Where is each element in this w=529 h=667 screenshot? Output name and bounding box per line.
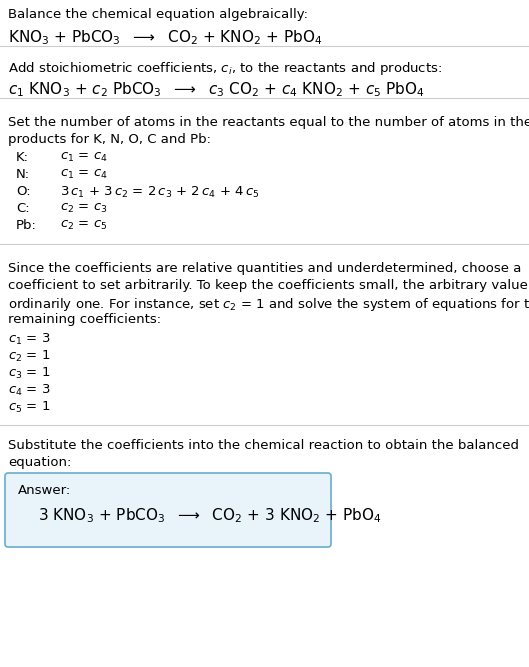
Text: O:: O:: [16, 185, 31, 198]
Text: $c_1$ = $c_4$: $c_1$ = $c_4$: [60, 168, 108, 181]
Text: Pb:: Pb:: [16, 219, 37, 232]
Text: Since the coefficients are relative quantities and underdetermined, choose a: Since the coefficients are relative quan…: [8, 262, 522, 275]
Text: $3\,c_1$ + $3\,c_2$ = $2\,c_3$ + $2\,c_4$ + $4\,c_5$: $3\,c_1$ + $3\,c_2$ = $2\,c_3$ + $2\,c_4…: [60, 185, 259, 200]
FancyBboxPatch shape: [5, 473, 331, 547]
Text: KNO$_3$ + PbCO$_3$  $\longrightarrow$  CO$_2$ + KNO$_2$ + PbO$_4$: KNO$_3$ + PbCO$_3$ $\longrightarrow$ CO$…: [8, 28, 322, 47]
Text: $c_2$ = $c_3$: $c_2$ = $c_3$: [60, 202, 107, 215]
Text: N:: N:: [16, 168, 30, 181]
Text: $c_1$ = $c_4$: $c_1$ = $c_4$: [60, 151, 108, 164]
Text: products for K, N, O, C and Pb:: products for K, N, O, C and Pb:: [8, 133, 211, 146]
Text: Balance the chemical equation algebraically:: Balance the chemical equation algebraica…: [8, 8, 308, 21]
Text: $c_5$ = 1: $c_5$ = 1: [8, 400, 50, 415]
Text: Set the number of atoms in the reactants equal to the number of atoms in the: Set the number of atoms in the reactants…: [8, 116, 529, 129]
Text: $c_1$ KNO$_3$ + $c_2$ PbCO$_3$  $\longrightarrow$  $c_3$ CO$_2$ + $c_4$ KNO$_2$ : $c_1$ KNO$_3$ + $c_2$ PbCO$_3$ $\longrig…: [8, 80, 425, 99]
Text: $c_3$ = 1: $c_3$ = 1: [8, 366, 50, 381]
Text: remaining coefficients:: remaining coefficients:: [8, 313, 161, 326]
Text: $c_1$ = 3: $c_1$ = 3: [8, 332, 50, 347]
Text: Substitute the coefficients into the chemical reaction to obtain the balanced: Substitute the coefficients into the che…: [8, 439, 519, 452]
Text: coefficient to set arbitrarily. To keep the coefficients small, the arbitrary va: coefficient to set arbitrarily. To keep …: [8, 279, 529, 292]
Text: Add stoichiometric coefficients, $c_i$, to the reactants and products:: Add stoichiometric coefficients, $c_i$, …: [8, 60, 442, 77]
Text: equation:: equation:: [8, 456, 71, 469]
Text: K:: K:: [16, 151, 29, 164]
Text: 3 KNO$_3$ + PbCO$_3$  $\longrightarrow$  CO$_2$ + 3 KNO$_2$ + PbO$_4$: 3 KNO$_3$ + PbCO$_3$ $\longrightarrow$ C…: [38, 506, 381, 525]
Text: $c_4$ = 3: $c_4$ = 3: [8, 383, 50, 398]
Text: Answer:: Answer:: [18, 484, 71, 497]
Text: $c_2$ = $c_5$: $c_2$ = $c_5$: [60, 219, 107, 232]
Text: ordinarily one. For instance, set $c_2$ = 1 and solve the system of equations fo: ordinarily one. For instance, set $c_2$ …: [8, 296, 529, 313]
Text: C:: C:: [16, 202, 30, 215]
Text: $c_2$ = 1: $c_2$ = 1: [8, 349, 50, 364]
